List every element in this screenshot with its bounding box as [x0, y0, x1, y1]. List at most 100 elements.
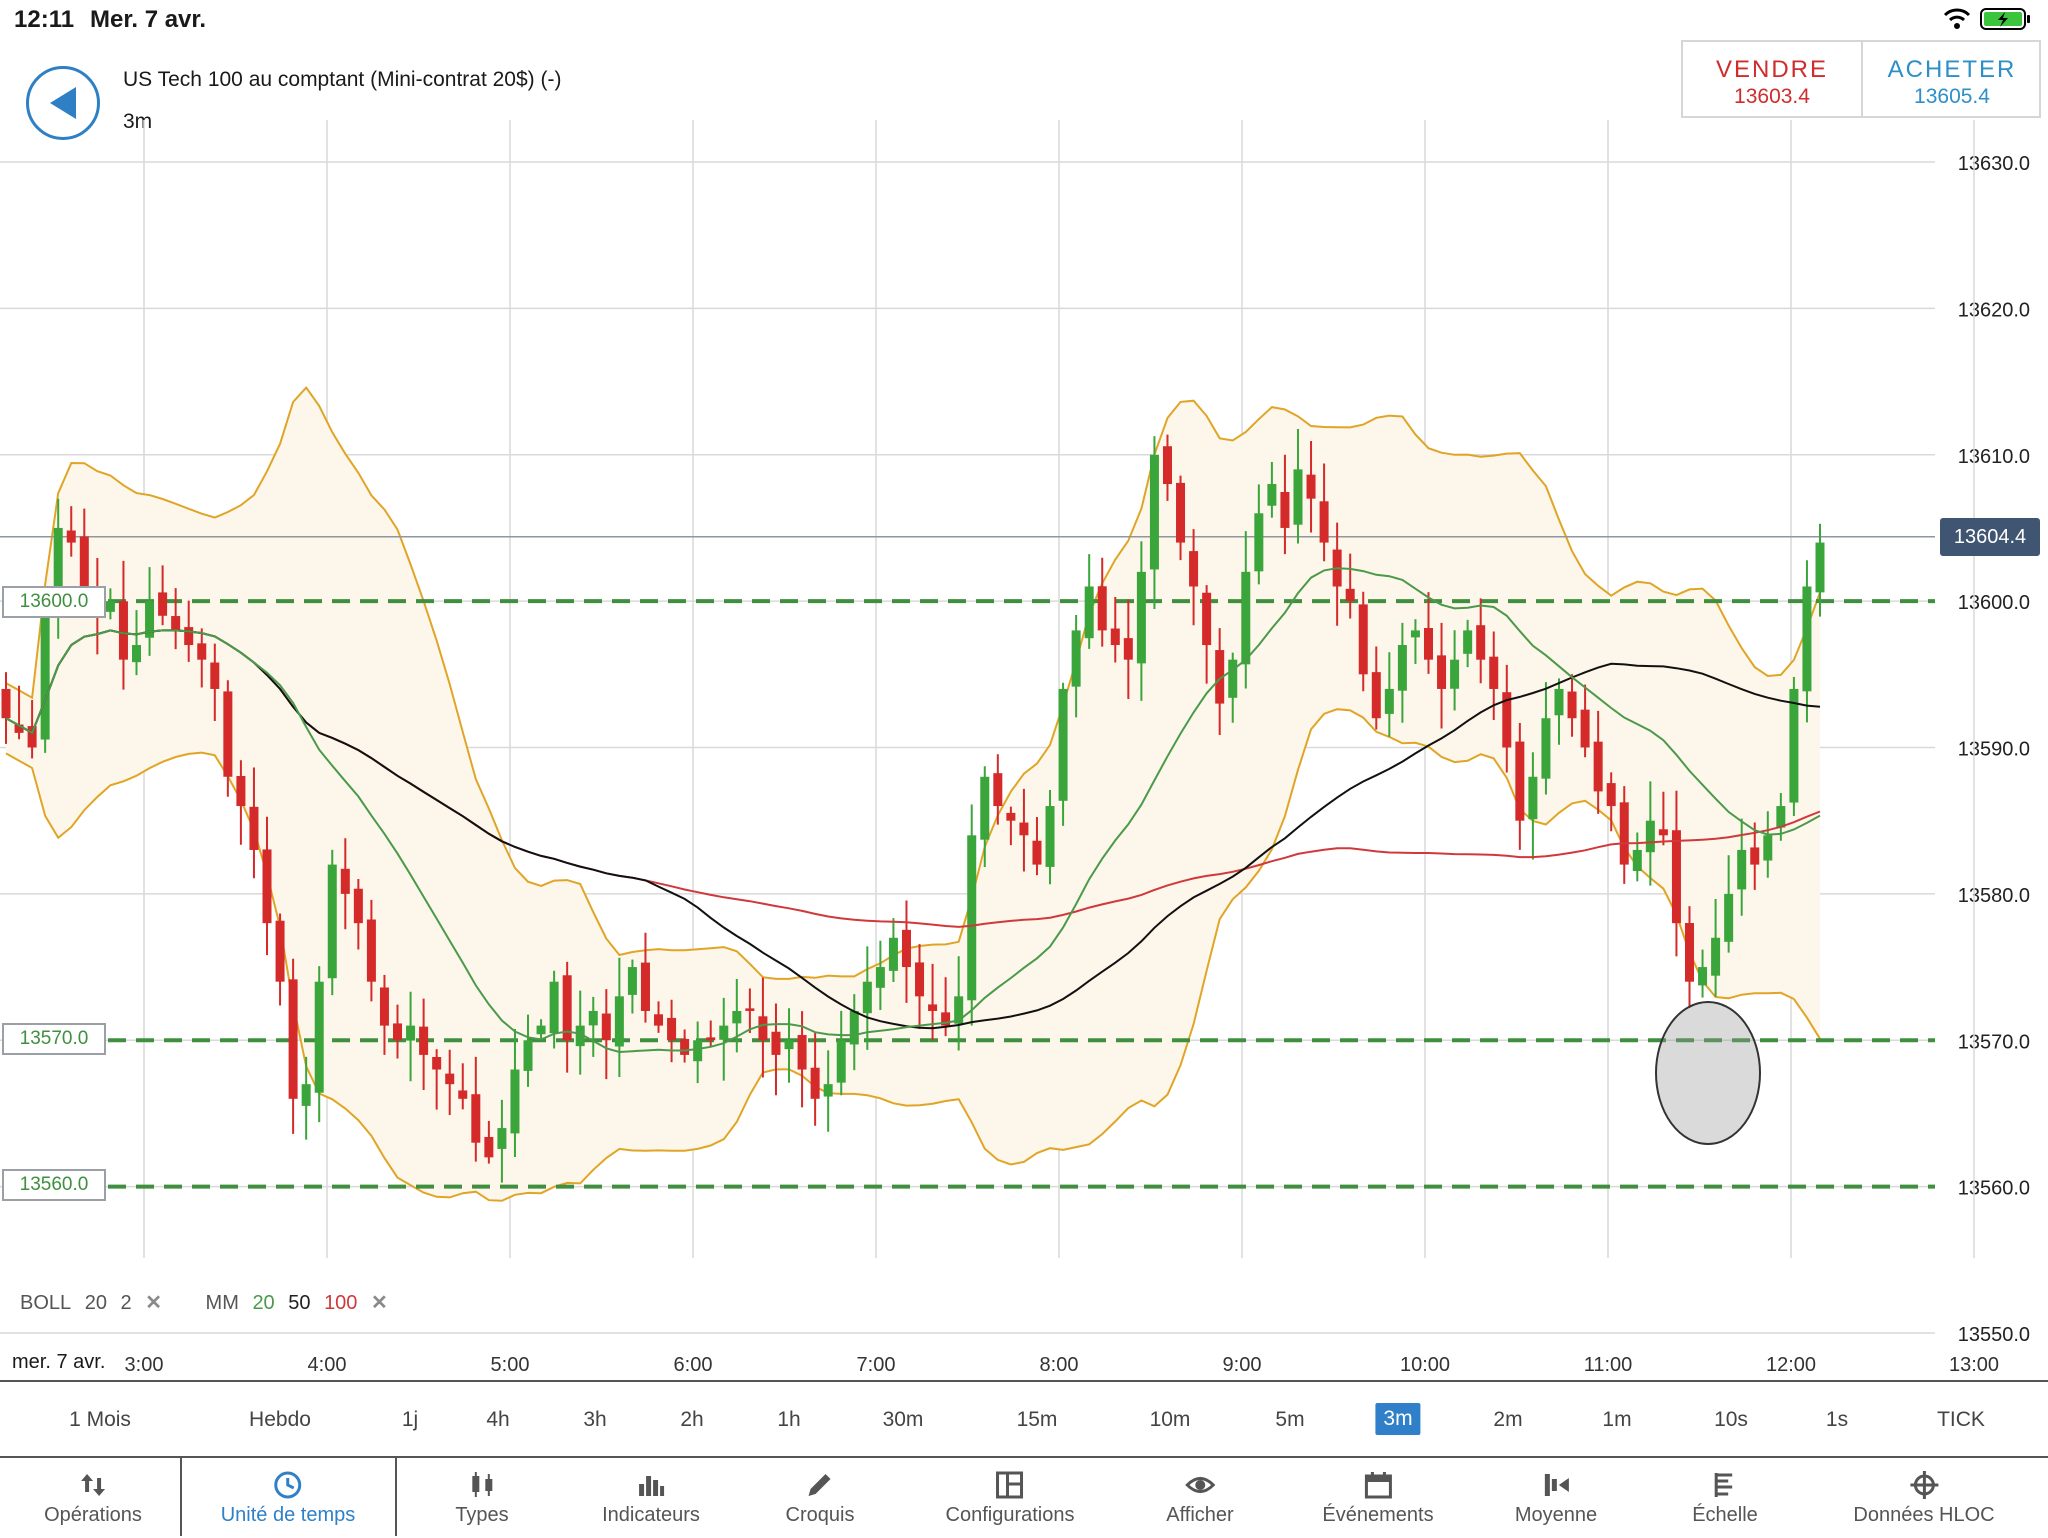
candle-body	[758, 1016, 768, 1041]
toolbar-average-button[interactable]: Moyenne	[1515, 1458, 1597, 1538]
toolbar-label: Unité de temps	[220, 1504, 356, 1526]
candle-body	[888, 937, 898, 971]
candle-body	[1215, 650, 1225, 704]
remove-ma-icon[interactable]: ✕	[371, 1292, 388, 1314]
toolbar-candles-button[interactable]: Types	[455, 1458, 509, 1538]
candle-body	[1632, 849, 1642, 872]
sell-button[interactable]: VENDRE 13603.4	[1683, 42, 1863, 116]
y-tick-label: 13600.0	[1958, 592, 2030, 614]
candle-body	[197, 643, 207, 660]
status-bar: 12:11 Mer. 7 avr.	[0, 0, 2048, 38]
toolbar-scale-button[interactable]: Échelle	[1692, 1458, 1758, 1538]
timeframe-6[interactable]: 1h	[777, 1408, 801, 1431]
toolbar-label: Moyenne	[1514, 1504, 1598, 1526]
toolbar-label: Croquis	[785, 1504, 855, 1526]
candle-body	[79, 536, 89, 587]
x-tick-label: 9:00	[1223, 1354, 1262, 1376]
candle-body	[1802, 586, 1812, 692]
timeframe-5[interactable]: 2h	[680, 1408, 704, 1431]
candle-body	[1541, 718, 1551, 779]
trade-panel: VENDRE 13603.4 ACHETER 13605.4	[1681, 40, 2041, 118]
candle-body	[1110, 628, 1120, 646]
candle-body	[262, 849, 272, 924]
toolbar-calendar-button[interactable]: Événements	[1322, 1458, 1434, 1538]
candle-body	[1437, 655, 1447, 689]
timeframe-7[interactable]: 30m	[882, 1408, 924, 1431]
candle-body	[954, 996, 964, 1024]
candle-body	[732, 1010, 742, 1024]
x-tick-label: 5:00	[491, 1354, 530, 1376]
toolbar-pencil-button[interactable]: Croquis	[785, 1458, 855, 1538]
candle-body	[588, 1010, 598, 1026]
timeframe-16[interactable]: TICK	[1937, 1408, 1985, 1431]
candle-body	[667, 1017, 677, 1041]
timeframe-8[interactable]: 15m	[1016, 1408, 1058, 1431]
candle-body	[1136, 571, 1146, 664]
level-tag-13570[interactable]: 13570.0	[2, 1023, 106, 1055]
toolbar-sort-arrows-button[interactable]: Opérations	[44, 1458, 142, 1538]
candle-body	[288, 979, 298, 1099]
toolbar-label: Échelle	[1692, 1504, 1758, 1526]
level-tag-13560[interactable]: 13560.0	[2, 1169, 106, 1201]
timeframe-11[interactable]: 3m	[1375, 1403, 1421, 1435]
y-tick-label: 13560.0	[1958, 1178, 2030, 1200]
ma-label: MM	[205, 1292, 239, 1314]
candle-body	[171, 616, 181, 631]
candle-body	[1763, 835, 1773, 861]
candle-body	[14, 724, 24, 733]
candle-body	[314, 981, 324, 1093]
timeframe-12[interactable]: 2m	[1493, 1408, 1523, 1431]
timeframe-13[interactable]: 1m	[1602, 1408, 1632, 1431]
toolbar-bars-button[interactable]: Indicateurs	[602, 1458, 700, 1538]
timeframe-3[interactable]: 4h	[486, 1408, 510, 1431]
candle-body	[223, 691, 233, 777]
back-button[interactable]	[26, 66, 100, 140]
candle-body	[810, 1067, 820, 1099]
candle-body	[1345, 588, 1355, 602]
toolbar-layout-button[interactable]: Configurations	[946, 1458, 1074, 1538]
candle-body	[771, 1031, 781, 1055]
candle-body	[1423, 627, 1433, 660]
candle-body	[1045, 806, 1055, 867]
candle-body	[1241, 571, 1251, 665]
candle-body	[928, 1004, 938, 1011]
boll-label: BOLL	[20, 1292, 72, 1314]
candle-body	[1202, 592, 1212, 646]
candle-body	[1776, 806, 1786, 828]
price-chart[interactable]: 13630.0 13620.0 13610.0 13600.0 13590.0 13580…	[0, 120, 2048, 1380]
candle-body	[980, 776, 990, 840]
toolbar-eye-button[interactable]: Afficher	[1166, 1458, 1234, 1538]
candle-body	[1058, 688, 1068, 801]
timeframe-4[interactable]: 3h	[583, 1408, 607, 1431]
candle-body	[1450, 659, 1460, 689]
timeframe-2[interactable]: 1j	[401, 1408, 419, 1431]
toolbar-crosshair-button[interactable]: Données HLOC	[1853, 1458, 1995, 1538]
y-tick-label: 13620.0	[1958, 299, 2030, 321]
candle-body	[327, 864, 337, 979]
level-tag-13600[interactable]: 13600.0	[2, 586, 106, 618]
timeframe-0[interactable]: 1 Mois	[69, 1408, 131, 1431]
candle-body	[184, 627, 194, 646]
x-tick-label: 7:00	[857, 1354, 896, 1376]
x-tick-label: 6:00	[674, 1354, 713, 1376]
timeframe-1[interactable]: Hebdo	[249, 1408, 311, 1431]
y-tick-label: 13610.0	[1958, 446, 2030, 468]
candle-body	[562, 975, 572, 1041]
candle-body	[432, 1057, 442, 1070]
toolbar-clock-button[interactable]: Unité de temps	[220, 1458, 356, 1538]
candle-body	[510, 1069, 520, 1134]
candle-body	[366, 919, 376, 982]
timeframe-10[interactable]: 5m	[1275, 1408, 1305, 1431]
timeframe-14[interactable]: 10s	[1714, 1408, 1748, 1431]
candle-body	[1476, 625, 1486, 660]
candle-body	[1750, 847, 1760, 865]
buy-button[interactable]: ACHETER 13605.4	[1863, 42, 2041, 116]
timeframe-15[interactable]: 1s	[1825, 1408, 1849, 1431]
candle-body	[1176, 482, 1186, 543]
toolbar-label: Afficher	[1166, 1504, 1234, 1526]
candle-body	[379, 987, 389, 1026]
status-icons	[1934, 6, 2034, 34]
candle-body	[1606, 783, 1616, 807]
remove-boll-icon[interactable]: ✕	[145, 1292, 162, 1314]
timeframe-9[interactable]: 10m	[1149, 1408, 1191, 1431]
